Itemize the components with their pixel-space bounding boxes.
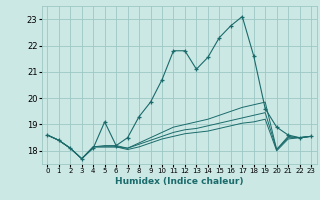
X-axis label: Humidex (Indice chaleur): Humidex (Indice chaleur): [115, 177, 244, 186]
